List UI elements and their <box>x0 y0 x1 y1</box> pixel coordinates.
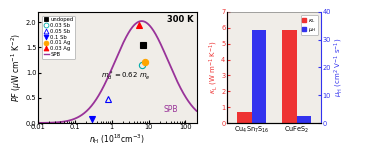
Legend: undoped, 0.03 Sb, 0.05 Sb, 0.1 Sb, 0.01 Ag, 0.03 Ag, SPB: undoped, 0.03 Sb, 0.05 Sb, 0.1 Sb, 0.01 … <box>42 16 75 59</box>
Text: $m_d^*= 0.62$ $m_e$: $m_d^*= 0.62$ $m_e$ <box>101 70 151 83</box>
Bar <box>297 116 311 123</box>
Bar <box>251 30 266 123</box>
Y-axis label: $\mu_{\mathrm{H}}$ (cm$^2$ V$^{-1}$ s$^{-1}$): $\mu_{\mathrm{H}}$ (cm$^2$ V$^{-1}$ s$^{… <box>333 38 345 97</box>
Text: SPB: SPB <box>163 105 178 114</box>
X-axis label: $n_{\mathrm{H}}$ (10$^{18}$cm$^{-3}$): $n_{\mathrm{H}}$ (10$^{18}$cm$^{-3}$) <box>90 132 145 146</box>
Text: 300 K: 300 K <box>167 15 194 24</box>
Bar <box>282 30 297 123</box>
Bar <box>237 112 251 123</box>
Y-axis label: $\kappa_{\mathrm{L}}$ (W m$^{-1}$ K$^{-1}$): $\kappa_{\mathrm{L}}$ (W m$^{-1}$ K$^{-1… <box>208 40 220 94</box>
Legend: $\kappa_{\mathrm{L}}$, $\mu_{\mathrm{H}}$: $\kappa_{\mathrm{L}}$, $\mu_{\mathrm{H}}… <box>301 15 318 36</box>
Y-axis label: $PF$ ($\mu$W cm$^{-1}$ K$^{-2}$): $PF$ ($\mu$W cm$^{-1}$ K$^{-2}$) <box>10 33 25 102</box>
